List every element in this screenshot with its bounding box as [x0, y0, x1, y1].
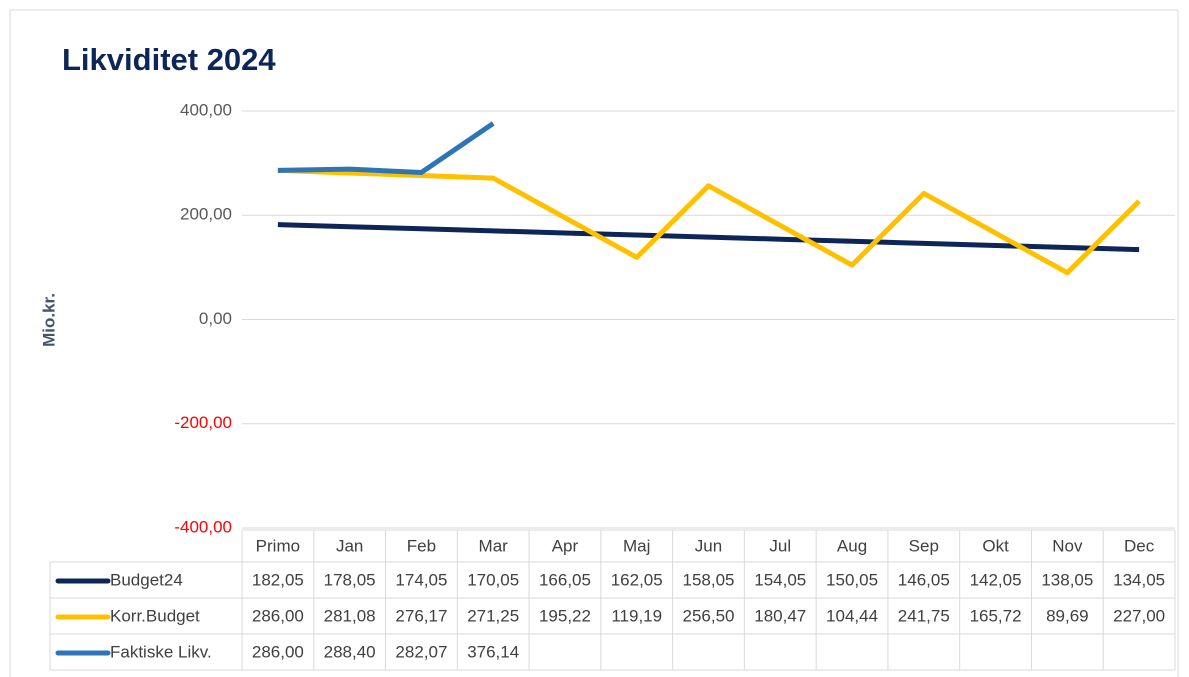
x-tick-label: Apr: [552, 536, 579, 555]
y-tick-label: 200,00: [180, 205, 232, 224]
table-value: 282,07: [395, 642, 447, 661]
table-value: 182,05: [252, 570, 304, 589]
table-value: 178,05: [324, 570, 376, 589]
y-tick-label: -200,00: [174, 413, 232, 432]
table-value: 119,19: [611, 606, 662, 625]
table-value: 281,08: [324, 606, 376, 625]
x-tick-label: Jan: [336, 536, 363, 555]
x-tick-label: Jul: [769, 536, 791, 555]
table-value: 142,05: [970, 570, 1022, 589]
table-value: 104,44: [826, 606, 878, 625]
table-value: 276,17: [395, 606, 447, 625]
table-value: 286,00: [252, 642, 304, 661]
table-value: 241,75: [898, 606, 950, 625]
table-value: 89,69: [1046, 606, 1089, 625]
legend-label: Korr.Budget: [110, 606, 200, 625]
chart-border: [9, 9, 1179, 677]
x-tick-label: Nov: [1052, 536, 1083, 555]
x-tick-label: Jun: [695, 536, 722, 555]
legend-label: Budget24: [110, 570, 183, 589]
table-value: 146,05: [898, 570, 950, 589]
table-value: 271,25: [467, 606, 519, 625]
table-value: 180,47: [754, 606, 806, 625]
table-value: 158,05: [683, 570, 735, 589]
x-tick-label: Aug: [837, 536, 867, 555]
x-tick-label: Primo: [256, 536, 300, 555]
table-value: 256,50: [683, 606, 735, 625]
y-axis-title: Mio.kr.: [39, 293, 58, 347]
table-value: 286,00: [252, 606, 304, 625]
table-value: 166,05: [539, 570, 591, 589]
x-tick-label: Mar: [479, 536, 509, 555]
x-tick-label: Maj: [623, 536, 650, 555]
table-value: 165,72: [970, 606, 1022, 625]
table-value: 134,05: [1113, 570, 1165, 589]
x-tick-label: Dec: [1124, 536, 1155, 555]
x-tick-label: Sep: [909, 536, 939, 555]
y-tick-label: 400,00: [180, 100, 232, 119]
chart-title: Likviditet 2024: [62, 42, 276, 77]
series-line: [277, 222, 1140, 253]
series-line: [277, 167, 1141, 276]
table-value: 376,14: [467, 642, 519, 661]
table-value: 162,05: [611, 570, 663, 589]
x-tick-label: Okt: [982, 536, 1009, 555]
table-value: 288,40: [324, 642, 376, 661]
y-tick-label: -400,00: [174, 517, 232, 536]
series-line: [277, 121, 495, 175]
y-tick-label: 0,00: [199, 309, 232, 328]
table-value: 170,05: [467, 570, 519, 589]
x-tick-label: Feb: [407, 536, 436, 555]
table-value: 195,22: [539, 606, 591, 625]
table-value: 174,05: [395, 570, 447, 589]
legend-label: Faktiske Likv.: [110, 642, 212, 661]
table-value: 150,05: [826, 570, 878, 589]
table-value: 154,05: [754, 570, 806, 589]
table-value: 138,05: [1041, 570, 1093, 589]
table-value: 227,00: [1113, 606, 1165, 625]
